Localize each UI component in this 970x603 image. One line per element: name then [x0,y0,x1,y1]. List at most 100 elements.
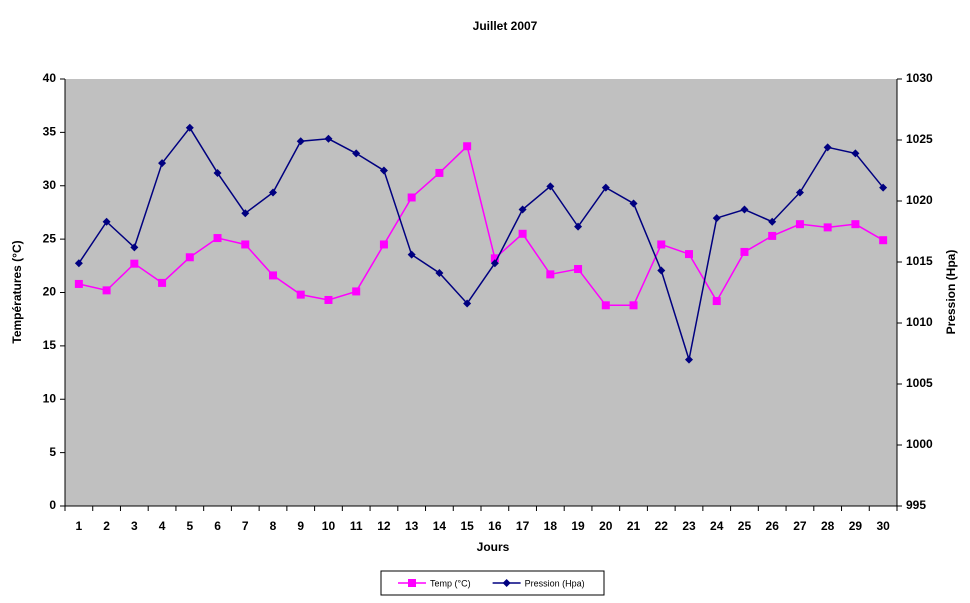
x-tick-label: 2 [103,519,110,533]
data-point [379,166,388,175]
data-point [712,297,721,306]
data-point [269,188,277,197]
data-point [379,240,388,249]
data-point [324,134,333,143]
data-point [130,259,139,268]
x-tick-label: 13 [405,519,419,533]
data-point [158,278,167,287]
data-point [518,205,527,214]
x-tick-label: 24 [710,519,724,533]
x-tick-label: 7 [242,519,249,533]
data-point [241,240,250,249]
y-tick-label: 15 [43,338,57,352]
legend-marker [408,579,416,587]
x-tick-label: 30 [876,519,890,533]
data-point [546,270,555,279]
y-tick-label: 10 [43,391,57,405]
x-tick-label: 22 [655,519,669,533]
data-point [185,253,194,262]
y-tick-label: 5 [49,445,56,459]
data-point [574,265,583,274]
legend-label: Pression (Hpa) [525,578,585,588]
data-point [685,355,693,364]
data-point [463,142,472,151]
x-tick-label: 26 [766,519,780,533]
legend-label: Temp (°C) [430,578,471,588]
x-tick-label: 3 [131,519,138,533]
series-line [78,126,884,360]
chart-title: Juillet 2007 [473,19,538,33]
x-tick-label: 9 [297,519,304,533]
data-point [574,222,583,231]
y-tick-label: 0 [49,498,56,512]
data-point [601,301,610,310]
data-point [879,236,888,245]
x-tick-label: 23 [682,519,696,533]
data-point [435,268,444,277]
data-point [407,250,416,259]
data-point [296,290,305,299]
x-tick-label: 29 [849,519,863,533]
data-point [352,287,361,296]
data-point [269,271,277,280]
data-point [823,143,832,152]
data-point [768,231,777,240]
y-tick-label: 35 [43,125,57,139]
data-point [879,183,888,192]
plot-area [65,79,897,506]
x-tick-label: 27 [793,519,807,533]
y-tick-label: 25 [43,231,57,245]
data-point [685,250,693,259]
data-point [629,199,638,208]
y2-tick-label: 1000 [906,437,933,451]
data-point [795,188,804,197]
y-tick-label: 20 [43,285,57,299]
data-point [795,220,804,229]
data-point [241,209,250,218]
x-tick-label: 15 [460,519,474,533]
x-tick-label: 12 [377,519,391,533]
data-point [102,286,111,295]
data-point [490,259,499,268]
x-tick-label: 19 [571,519,585,533]
data-point [490,254,499,263]
data-point [158,159,167,168]
x-tick-label: 17 [516,519,530,533]
x-tick-label: 14 [433,519,447,533]
data-point [657,266,666,275]
x-tick-label: 21 [627,519,641,533]
data-point [435,168,444,177]
data-point [601,183,610,192]
x-tick-label: 25 [738,519,752,533]
data-point [546,182,555,191]
data-point [296,137,305,146]
data-point [130,243,139,252]
data-point [851,220,860,229]
y2-tick-label: 995 [906,498,926,512]
data-point [629,301,638,310]
legend-marker [502,579,511,587]
data-point [712,214,721,223]
x-tick-label: 4 [159,519,166,533]
data-point [213,234,222,243]
series-line [78,144,884,307]
data-point [324,295,333,304]
x-tick-label: 16 [488,519,502,533]
x-tick-label: 5 [186,519,193,533]
y2-tick-label: 1025 [906,132,933,146]
x-tick-label: 18 [544,519,558,533]
data-point [102,217,111,226]
data-point [851,149,860,158]
data-point [657,240,666,249]
data-point [74,279,83,288]
y2-tick-label: 1020 [906,193,933,207]
x-tick-label: 28 [821,519,835,533]
y-axis-label: Températures (°C) [10,240,24,343]
x-tick-label: 11 [350,519,363,533]
x-tick-label: 6 [214,519,221,533]
y2-tick-label: 1030 [906,71,933,85]
data-point [518,229,527,238]
y-tick-label: 40 [43,71,57,85]
